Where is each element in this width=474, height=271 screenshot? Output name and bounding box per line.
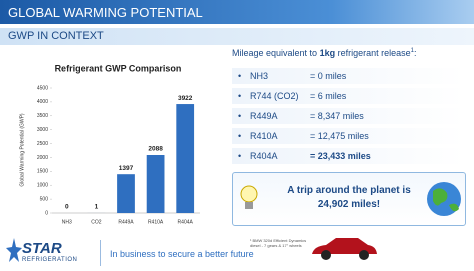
mileage-row: • R744 (CO2) = 6 miles	[232, 88, 464, 104]
row-name: R410A	[250, 131, 278, 141]
value-label: 3922	[178, 95, 193, 102]
row-name: R404A	[250, 151, 278, 161]
callout-line: 24,902 miles!	[317, 199, 381, 210]
mileage-intro: Mileage equivalent to 1kg refrigerant re…	[232, 48, 416, 58]
globe-icon	[427, 182, 461, 216]
mileage-row: • R410A = 12,475 miles	[232, 128, 464, 144]
row-value: = 8,347 miles	[310, 111, 364, 121]
logo-name: STAR	[22, 240, 62, 257]
y-tick-label: 1000	[37, 183, 48, 189]
logo-star	[6, 238, 22, 262]
value-label: 2088	[148, 146, 163, 153]
y-tick-label: 3000	[37, 127, 48, 133]
intro-bold: 1kg	[319, 48, 336, 58]
car-image	[312, 238, 377, 260]
logo-sub: REFRIGERATION	[22, 257, 78, 263]
value-label: 1	[95, 204, 99, 211]
subtitle: GWP IN CONTEXT	[8, 30, 104, 42]
y-tick-label: 1500	[37, 169, 48, 175]
row-value: = 23,433 miles	[310, 151, 371, 161]
divider	[100, 240, 101, 266]
intro-text: Mileage equivalent to	[232, 48, 320, 58]
car-note: ¹ BMW 320d Efficient Dynamics diesel - 7…	[250, 238, 307, 248]
row-bullet: •	[238, 131, 242, 141]
mileage-row: • NH3 = 0 miles	[232, 68, 464, 84]
intro-text: refrigerant release	[335, 48, 411, 58]
intro-text: :	[413, 48, 417, 58]
row-value: = 6 miles	[310, 91, 347, 101]
y-tick-label: 500	[40, 196, 49, 202]
chart-title: Refrigerant GWP Comparison	[55, 63, 182, 73]
footnote-mark: 1	[410, 48, 414, 54]
y-tick-label: 3500	[37, 113, 48, 119]
y-axis-label: Global Warming Potential (GWP)	[19, 113, 25, 187]
value-label: 1397	[119, 165, 134, 172]
row-name: NH3	[250, 71, 269, 81]
y-tick-label: 4500	[37, 85, 48, 91]
x-tick-label: R449A	[118, 219, 134, 225]
row-value: = 12,475 miles	[310, 131, 369, 141]
callout-line: A trip around the planet is	[287, 185, 411, 196]
mileage-row: • R449A = 8,347 miles	[232, 108, 464, 124]
header-bar: GLOBAL WARMING POTENTIAL	[0, 0, 474, 24]
row-name: R744 (CO2)	[250, 91, 299, 101]
callout: A trip around the planet is 24,902 miles…	[232, 172, 466, 226]
bar	[117, 174, 135, 213]
y-tick-label: 2000	[37, 155, 48, 161]
x-tick-label: CO2	[91, 219, 102, 225]
tagline: In business to secure a better future	[110, 249, 254, 259]
row-name: R449A	[250, 111, 278, 121]
chart: Refrigerant GWP Comparison Global Warmin…	[19, 63, 200, 225]
y-tick-label: 4000	[37, 99, 48, 105]
x-tick-label: NH3	[62, 219, 72, 225]
row-bullet: •	[238, 151, 242, 161]
row-bullet: •	[238, 91, 242, 101]
mileage-row: • R404A = 23,433 miles	[232, 148, 464, 164]
row-bullet: •	[238, 111, 242, 121]
y-tick-label: 0	[45, 210, 48, 216]
x-tick-label: R410A	[148, 219, 164, 225]
subtitle-bar: GWP IN CONTEXT	[0, 28, 474, 45]
row-value: = 0 miles	[310, 71, 347, 81]
x-tick-label: R404A	[178, 219, 194, 225]
row-bullet: •	[238, 71, 242, 81]
title: GLOBAL WARMING POTENTIAL	[8, 5, 203, 20]
bar	[176, 104, 195, 213]
value-label: 0	[65, 204, 69, 211]
y-tick-label: 2500	[37, 141, 48, 147]
bulb-icon	[240, 185, 258, 209]
bar	[146, 155, 165, 213]
